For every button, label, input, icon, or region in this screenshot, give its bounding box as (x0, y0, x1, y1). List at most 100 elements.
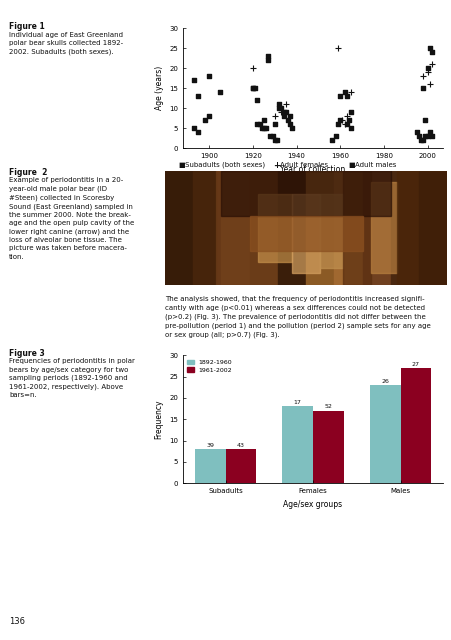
Y-axis label: Age (years): Age (years) (154, 66, 163, 111)
Bar (342, 171, 370, 285)
Point (249, 83, 256, 93)
Text: The analysis showed, that the frequency of periodontitis increased signifi-
cant: The analysis showed, that the frequency … (165, 296, 430, 339)
Point (347, 108, 354, 118)
Point (336, 115, 343, 125)
Point (342, 92, 350, 102)
Point (428, 47, 435, 58)
Point (264, 55, 271, 65)
Point (253, 95, 260, 106)
Point (419, 83, 426, 93)
Bar (165, 171, 193, 285)
Text: Individual age of East Greenland
polar bear skulls collected 1892-
2002. Subadul: Individual age of East Greenland polar b… (9, 32, 123, 55)
Point (201, 115, 208, 125)
Text: Subadults (both sexes): Subadults (both sexes) (185, 162, 265, 168)
Bar (221, 171, 249, 285)
Point (417, 135, 424, 145)
Text: 27: 27 (411, 362, 419, 367)
Point (342, 119, 350, 129)
Point (336, 92, 343, 102)
Bar (193, 171, 221, 285)
Point (331, 131, 339, 141)
Point (423, 63, 430, 74)
Bar (320, 194, 342, 268)
Point (271, 119, 278, 129)
Text: 26: 26 (381, 379, 388, 384)
Bar (249, 216, 362, 251)
Point (205, 111, 212, 122)
Point (190, 75, 197, 85)
Point (425, 79, 433, 90)
Point (423, 67, 430, 77)
Point (273, 135, 280, 145)
Point (260, 124, 267, 134)
Bar (277, 171, 306, 285)
Point (190, 124, 197, 134)
Point (255, 119, 262, 129)
Point (268, 131, 276, 141)
Bar (306, 171, 334, 285)
Text: Figure 1: Figure 1 (9, 22, 45, 31)
Point (284, 115, 291, 125)
Text: Figure 3: Figure 3 (9, 349, 45, 358)
Text: 43: 43 (236, 443, 244, 448)
Text: ■: ■ (178, 162, 185, 168)
Point (216, 87, 223, 97)
Text: Adult females: Adult females (280, 162, 327, 168)
Point (412, 127, 419, 138)
Text: Example of periodontitis in a 20-
year-old male polar bear (ID
#Steen) collected: Example of periodontitis in a 20- year-o… (9, 177, 134, 260)
Point (275, 99, 282, 109)
Point (345, 115, 352, 125)
Y-axis label: Frequency: Frequency (154, 399, 163, 439)
Bar (258, 194, 291, 262)
Point (327, 135, 335, 145)
Bar (400, 368, 430, 483)
Point (251, 83, 258, 93)
Point (264, 51, 271, 61)
Point (249, 63, 256, 74)
Bar (165, 171, 216, 285)
Point (279, 111, 286, 122)
Point (334, 43, 341, 53)
Point (428, 59, 435, 69)
Text: Figure  2: Figure 2 (9, 168, 47, 177)
Point (258, 124, 265, 134)
Point (347, 87, 354, 97)
Point (205, 71, 212, 81)
Bar (194, 449, 225, 483)
Point (338, 115, 345, 125)
Point (288, 124, 295, 134)
Point (279, 108, 286, 118)
Point (341, 119, 348, 129)
Point (423, 131, 430, 141)
Text: 39: 39 (206, 443, 214, 448)
Text: 136: 136 (9, 617, 25, 626)
Bar (291, 194, 320, 273)
Bar (396, 171, 446, 285)
Bar (216, 171, 258, 285)
Bar (369, 385, 400, 483)
Point (194, 92, 202, 102)
Bar (221, 171, 390, 216)
Text: 17: 17 (293, 400, 301, 405)
Point (277, 103, 284, 113)
Text: ■: ■ (347, 162, 354, 168)
Point (262, 124, 269, 134)
Bar (334, 171, 362, 285)
Point (194, 127, 202, 138)
Point (341, 87, 348, 97)
Point (266, 131, 273, 141)
Bar (313, 411, 343, 483)
Point (271, 135, 278, 145)
X-axis label: Year of collection: Year of collection (280, 165, 345, 174)
Bar (370, 182, 396, 273)
X-axis label: Age/sex groups: Age/sex groups (283, 500, 342, 509)
Point (253, 119, 260, 129)
Point (342, 111, 350, 122)
Point (425, 43, 433, 53)
Bar (249, 171, 277, 285)
Point (347, 124, 354, 134)
Bar (419, 171, 446, 285)
Point (421, 131, 428, 141)
Bar (225, 449, 256, 483)
Point (419, 135, 426, 145)
